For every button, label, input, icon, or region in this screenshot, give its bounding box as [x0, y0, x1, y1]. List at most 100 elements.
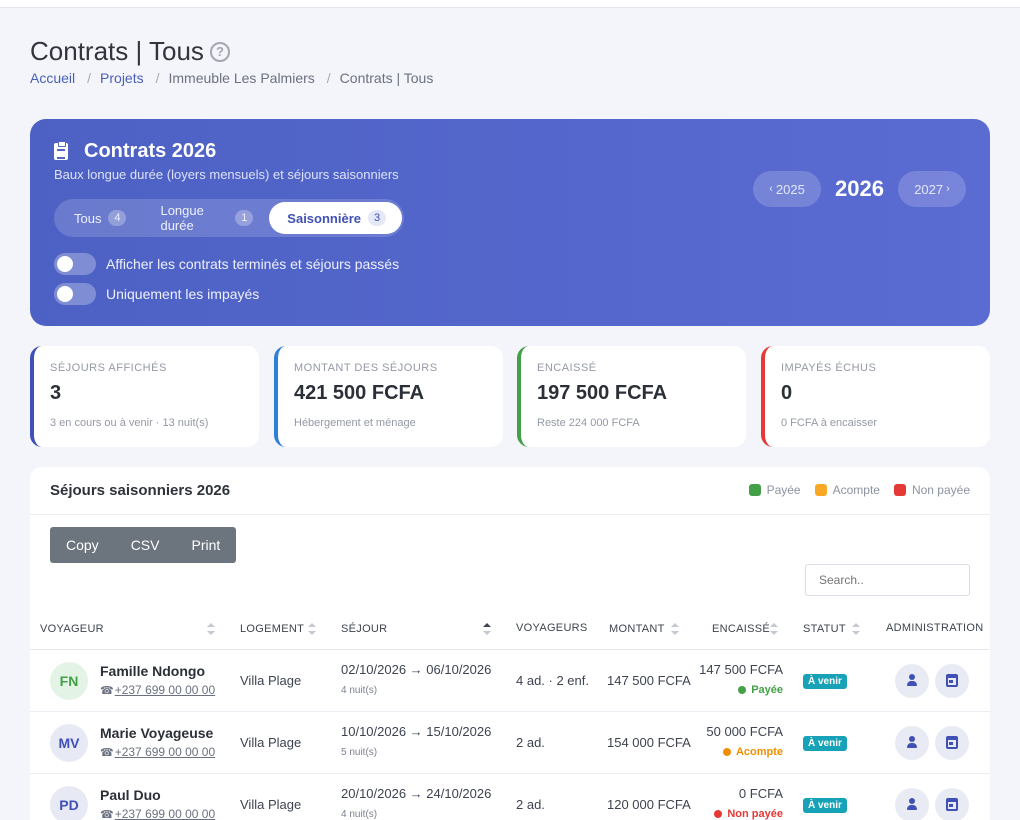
toggle-label: Afficher les contrats terminés et séjour… — [106, 256, 400, 272]
contract-type-tabs: Tous 4 Longue durée 1 Saisonnière 3 — [54, 199, 404, 237]
amount-cell: 154 000 FCFA — [607, 735, 691, 750]
top-navbar — [0, 0, 1020, 8]
switch-knob — [57, 286, 73, 302]
breadcrumb-separator: / — [87, 70, 92, 86]
search-input[interactable] — [805, 564, 970, 596]
calendar-icon — [946, 736, 958, 749]
guest-phone-link[interactable]: ☎+237 699 00 00 00 — [100, 745, 215, 759]
tab-long-term[interactable]: Longue durée 1 — [142, 202, 269, 234]
sort-icon — [770, 622, 778, 636]
amount-cell: 147 500 FCFA — [607, 673, 691, 688]
guest-phone-link[interactable]: ☎+237 699 00 00 00 — [100, 807, 215, 820]
column-header-collected[interactable]: ENCAISSÉ — [712, 622, 778, 636]
sort-icon — [207, 622, 215, 636]
card-divider — [30, 514, 990, 515]
stay-dates: 10/10/2026 → 15/10/2026 — [341, 724, 492, 739]
stay-nights: 5 nuit(s) — [341, 747, 378, 758]
view-calendar-button[interactable] — [935, 664, 969, 698]
stat-note: Hébergement et ménage — [294, 417, 416, 429]
hero-title: Contrats 2026 — [54, 140, 216, 163]
unpaid-only-switch[interactable] — [54, 283, 96, 305]
phone-icon: ☎ — [100, 809, 114, 820]
previous-year-label: 2025 — [775, 181, 805, 197]
column-header-lodging[interactable]: LOGEMENT — [240, 622, 316, 636]
csv-button[interactable]: CSV — [130, 537, 160, 553]
breadcrumb-separator: / — [326, 70, 331, 86]
status-badge: À venir — [803, 674, 847, 689]
column-label: ADMINISTRATION — [886, 622, 984, 634]
view-calendar-button[interactable] — [935, 726, 969, 760]
lodging-cell: Villa Plage — [240, 797, 302, 812]
tab-count: 3 — [368, 210, 386, 226]
stat-label: SÉJOURS AFFICHÉS — [50, 362, 167, 374]
breadcrumb-current: Contrats | Tous — [339, 70, 434, 86]
chevron-right-icon: › — [946, 183, 950, 195]
status-badge: À venir — [803, 736, 847, 751]
tab-all[interactable]: Tous 4 — [56, 202, 142, 234]
stat-note: Reste 224 000 FCFA — [537, 417, 640, 429]
stat-card-collected: ENCAISSÉ 197 500 FCFA Reste 224 000 FCFA — [517, 346, 746, 447]
breadcrumb-home[interactable]: Accueil — [30, 70, 76, 86]
copy-button[interactable]: Copy — [66, 537, 99, 553]
card-title: Séjours saisonniers 2026 — [50, 482, 231, 499]
breadcrumb-separator: / — [155, 70, 160, 86]
breadcrumb-projects[interactable]: Projets — [100, 70, 144, 86]
stat-note: 3 en cours ou à venir · 13 nuit(s) — [50, 417, 209, 429]
legend-swatch — [893, 484, 906, 496]
person-icon — [907, 798, 917, 811]
legend-swatch — [748, 484, 761, 496]
column-header-stay[interactable]: SÉJOUR — [341, 622, 491, 636]
toggle-show-finished: Afficher les contrats terminés et séjour… — [54, 253, 399, 275]
help-icon[interactable]: ? — [209, 41, 230, 62]
lodging-cell: Villa Plage — [240, 673, 302, 688]
column-header-amount[interactable]: MONTANT — [609, 622, 679, 636]
next-year-button[interactable]: 2027 › — [898, 171, 966, 207]
table-header-divider — [30, 649, 990, 650]
stay-nights: 4 nuit(s) — [341, 809, 378, 820]
legend-item-deposit: Acompte — [814, 483, 880, 497]
tab-count: 1 — [235, 210, 254, 226]
guest-phone-link[interactable]: ☎+237 699 00 00 00 — [100, 683, 215, 697]
stat-value: 3 — [50, 382, 62, 404]
column-header-guests: VOYAGEURS — [516, 622, 588, 634]
view-tenant-button[interactable] — [895, 788, 929, 820]
collected-amount: 0 FCFA — [738, 786, 783, 801]
table-row: FN Famille Ndongo ☎+237 699 00 00 00 Vil… — [30, 650, 990, 712]
person-icon — [907, 736, 917, 749]
guest-phone: +237 699 00 00 00 — [114, 745, 216, 759]
column-label: MONTANT — [609, 623, 665, 635]
phone-icon: ☎ — [100, 747, 114, 759]
next-year-label: 2027 — [914, 181, 944, 197]
tab-seasonal[interactable]: Saisonnière 3 — [269, 202, 402, 234]
status-badge: À venir — [803, 798, 847, 813]
guest-name[interactable]: Famille Ndongo — [100, 663, 205, 679]
legend-swatch — [814, 484, 827, 496]
view-tenant-button[interactable] — [895, 726, 929, 760]
breadcrumb-building[interactable]: Immeuble Les Palmiers — [168, 70, 315, 86]
payment-status-dot — [714, 810, 723, 818]
payment-status-label: Payée — [751, 684, 783, 696]
print-button[interactable]: Print — [191, 537, 221, 553]
column-header-guest[interactable]: VOYAGEUR — [40, 622, 215, 636]
previous-year-button[interactable]: ‹ 2025 — [753, 171, 822, 207]
legend-label: Non payée — [911, 483, 970, 497]
payment-status: Non payée — [714, 808, 783, 820]
toggle-label: Uniquement les impayés — [106, 286, 260, 302]
column-header-admin: ADMINISTRATION — [886, 622, 984, 634]
column-header-status[interactable]: STATUT — [803, 622, 860, 636]
view-calendar-button[interactable] — [935, 788, 969, 820]
show-finished-switch[interactable] — [54, 253, 96, 275]
stat-label: ENCAISSÉ — [537, 362, 597, 374]
sort-icon — [852, 622, 860, 636]
calendar-icon — [946, 798, 958, 811]
switch-knob — [57, 256, 73, 272]
column-label: SÉJOUR — [341, 623, 388, 635]
collected-amount: 147 500 FCFA — [699, 662, 783, 677]
stay-dates: 20/10/2026 → 24/10/2026 — [341, 786, 492, 801]
view-tenant-button[interactable] — [895, 664, 929, 698]
amount-cell: 120 000 FCFA — [607, 797, 691, 812]
hero-subtitle: Baux longue durée (loyers mensuels) et s… — [54, 167, 399, 182]
guest-name[interactable]: Paul Duo — [100, 787, 161, 803]
guest-name[interactable]: Marie Voyageuse — [100, 725, 214, 741]
guest-phone: +237 699 00 00 00 — [114, 683, 216, 697]
